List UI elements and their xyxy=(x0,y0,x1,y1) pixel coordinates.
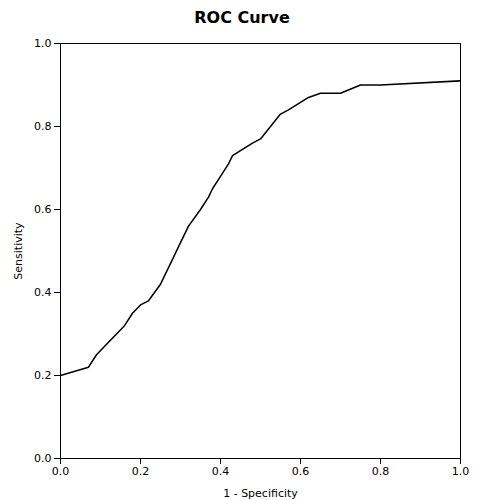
svg-text:1.0: 1.0 xyxy=(34,37,52,50)
html-text:ROC Curve: ROC Curve xyxy=(194,8,290,27)
svg-text:0.8: 0.8 xyxy=(372,465,390,478)
svg-text:1.0: 1.0 xyxy=(452,465,470,478)
svg-text:0.2: 0.2 xyxy=(132,465,150,478)
svg-text:0.2: 0.2 xyxy=(34,369,52,382)
svg-text:0.4: 0.4 xyxy=(34,286,52,299)
svg-text:0.6: 0.6 xyxy=(292,465,310,478)
svg-text:1 - Specificity: 1 - Specificity xyxy=(223,487,298,500)
svg-text:0.4: 0.4 xyxy=(212,465,230,478)
svg-text:0.0: 0.0 xyxy=(52,465,70,478)
svg-text:0.8: 0.8 xyxy=(34,120,52,133)
svg-text:0.0: 0.0 xyxy=(34,452,52,465)
svg-text:Sensitivity: Sensitivity xyxy=(12,222,25,280)
svg-text:0.6: 0.6 xyxy=(34,203,52,216)
